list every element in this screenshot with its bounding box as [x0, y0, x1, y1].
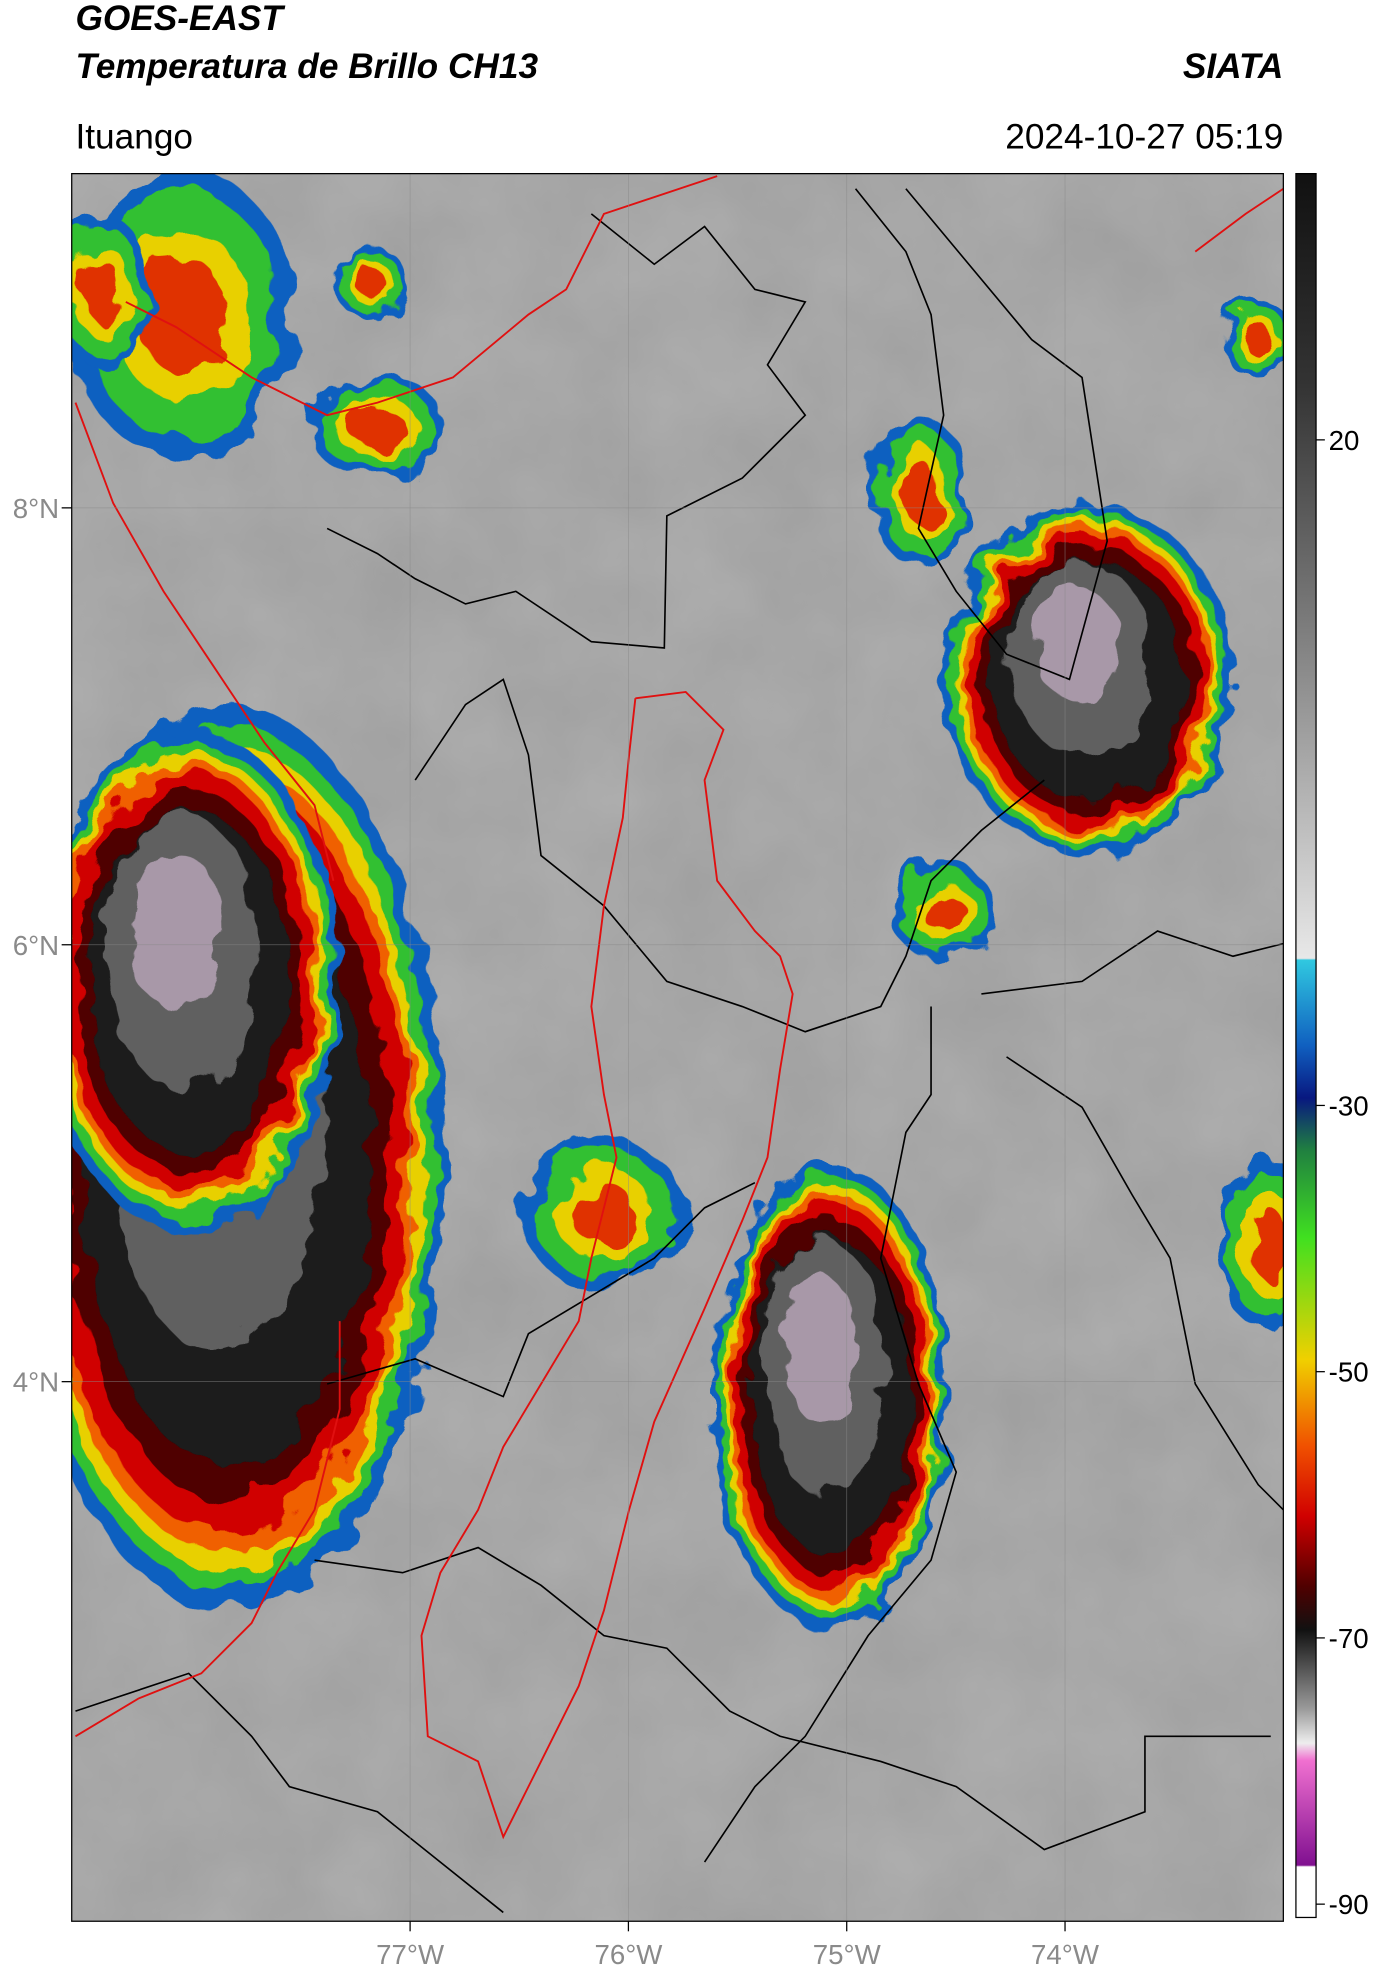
source: SIATA	[1183, 47, 1283, 86]
colorbar-tick-label: -30	[1329, 1091, 1369, 1122]
map-image	[71, 173, 1284, 1922]
title: GOES-EAST	[75, 0, 285, 38]
datetime: 2024-10-27 05:19	[1005, 117, 1283, 156]
subtitle: Temperatura de Brillo CH13	[75, 47, 538, 86]
x-tick-label: 77°W	[376, 1939, 445, 1970]
y-tick-label: 6°N	[13, 930, 59, 961]
colorbar-tick-label: 20	[1329, 425, 1360, 456]
colorbar-tick-label: -90	[1329, 1889, 1369, 1920]
colorbar-tick-label: -70	[1329, 1623, 1369, 1654]
region-borders	[74, 175, 1284, 1840]
colorbar	[1295, 172, 1317, 1919]
x-tick-label: 74°W	[1031, 1939, 1100, 1970]
location: Ituango	[75, 117, 193, 156]
y-tick-label: 4°N	[13, 1367, 59, 1398]
y-tick-label: 8°N	[13, 493, 59, 524]
colorbar-ticks: 20 -30 -50 -70 -90	[1316, 425, 1369, 1920]
grid	[71, 173, 1284, 1922]
borders	[75, 188, 1284, 1914]
x-tick-label: 75°W	[813, 1939, 882, 1970]
colorbar-tick-label: -50	[1329, 1357, 1369, 1388]
x-tick-label: 76°W	[594, 1939, 663, 1970]
map-frame	[71, 172, 1284, 1922]
axes: 77°W 76°W 75°W 74°W 8°N 6°N 4°N	[13, 493, 1100, 1970]
